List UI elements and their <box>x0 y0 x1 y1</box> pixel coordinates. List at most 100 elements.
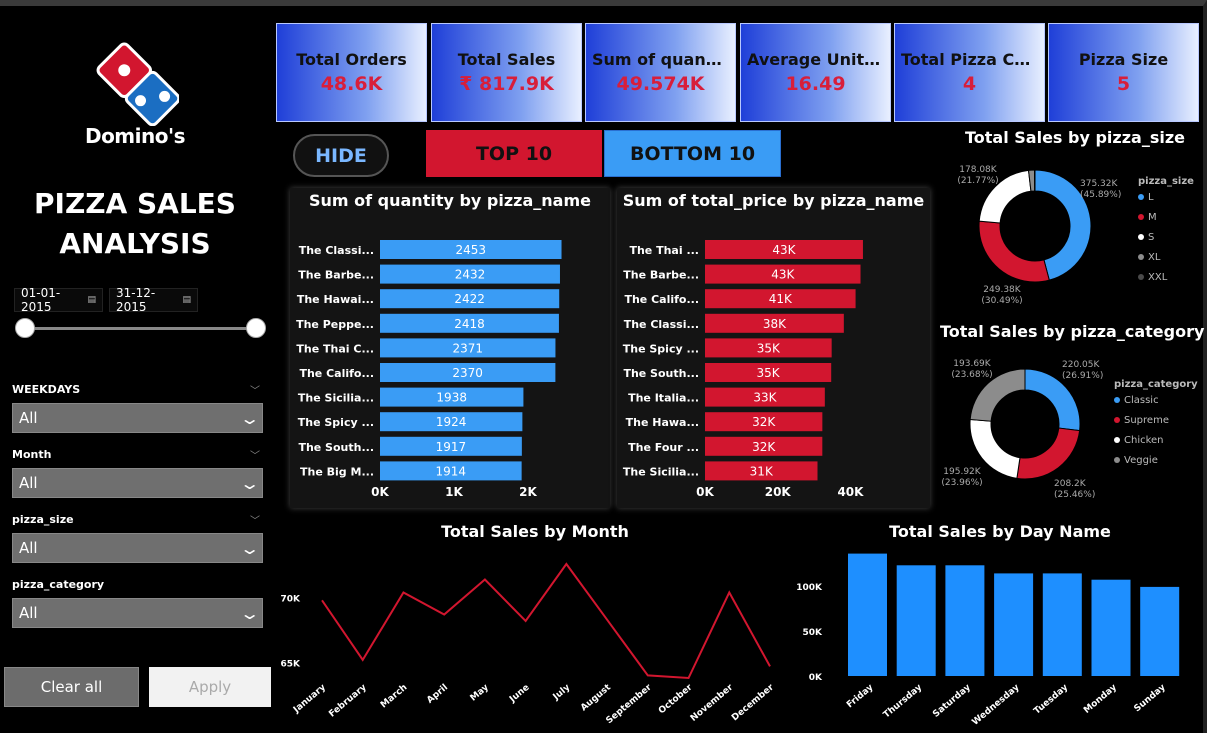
x-tick-label: January <box>291 683 328 716</box>
legend-label: Classic <box>1124 394 1159 406</box>
price-bar-chart: The Thai ... 43K The Barbe... 43K The Califo… <box>623 240 864 499</box>
legend-dot-icon <box>1138 274 1144 280</box>
x-tick-label: December <box>730 682 776 723</box>
quantity-bar-chart: The Classi... 2453 The Barbe... 2432 The Haw… <box>296 240 562 499</box>
bar-data-label: 2432 <box>455 268 486 282</box>
x-tick-label: August <box>579 682 613 713</box>
filter-weekdays-value: All <box>19 409 38 427</box>
filter-pizza-size-label: pizza_size <box>12 513 74 526</box>
legend-dot-icon <box>1114 397 1120 403</box>
kpi-label: Average Unit Price <box>747 50 890 69</box>
filter-month-dropdown[interactable]: All ⌄ <box>12 468 263 498</box>
bar-category-label: The Thai ... <box>629 244 699 257</box>
legend-item[interactable]: XL <box>1138 247 1204 267</box>
legend-item[interactable]: Classic <box>1114 390 1204 410</box>
legend-label: Veggie <box>1124 454 1158 466</box>
donut-data-label: (21.77%) <box>957 176 998 186</box>
legend-dot-icon <box>1138 194 1144 200</box>
bar <box>1042 573 1082 676</box>
bar-category-label: The Califo... <box>624 293 699 306</box>
legend-item[interactable]: M <box>1138 207 1204 227</box>
x-tick-label: 20K <box>765 485 792 499</box>
x-tick-label: 2K <box>519 485 537 499</box>
calendar-icon[interactable]: ▤ <box>87 295 96 305</box>
bottom-10-button[interactable]: BOTTOM 10 <box>604 130 781 177</box>
bar <box>380 363 556 382</box>
kpi-card-total-sales: Total Sales ₹ 817.9K <box>431 23 582 122</box>
price-by-pizza-panel: Sum of total_price by pizza_name The Tha… <box>617 188 930 508</box>
bar <box>380 264 560 284</box>
filter-weekdays-dropdown[interactable]: All ⌄ <box>12 403 263 433</box>
hide-button[interactable]: HIDE <box>293 134 389 177</box>
legend-item[interactable]: Supreme <box>1114 410 1204 430</box>
legend-item[interactable]: L <box>1138 187 1204 207</box>
category-donut-title: Total Sales by pizza_category <box>940 322 1205 341</box>
bar-data-label: 41K <box>769 292 793 306</box>
legend-label: M <box>1148 211 1157 223</box>
date-start-input[interactable]: 01-01-2015 ▤ <box>14 286 103 314</box>
date-start-value: 01-01-2015 <box>21 286 61 314</box>
x-tick-label: Sunday <box>1133 683 1168 715</box>
x-tick-label: 0K <box>371 485 389 499</box>
donut-data-label: 220.05K <box>1062 360 1100 370</box>
y-tick-label: 65K <box>281 659 302 669</box>
y-tick-label: 100K <box>796 583 823 593</box>
bar <box>994 573 1034 676</box>
day-bar-chart: 0K 50K 100K Friday Thursday SaturdayWednesday… <box>796 553 1180 728</box>
chevron-down-icon[interactable]: ﹀ <box>250 516 260 527</box>
bar <box>705 289 856 309</box>
legend-item[interactable]: Veggie <box>1114 450 1204 470</box>
kpi-value: ₹ 817.9K <box>459 73 554 95</box>
chevron-down-icon: ⌄ <box>238 408 261 428</box>
bar-data-label: 35K <box>757 366 781 380</box>
dominos-logo-icon <box>96 42 179 126</box>
bar-category-label: The South... <box>298 441 374 454</box>
filter-pizza-category-dropdown[interactable]: All ⌄ <box>12 598 263 628</box>
x-tick-label: 1K <box>445 485 463 499</box>
calendar-icon[interactable]: ▤ <box>182 295 191 305</box>
donut-slice <box>1034 169 1092 281</box>
legend-item[interactable]: S <box>1138 227 1204 247</box>
apply-button[interactable]: Apply <box>149 667 271 707</box>
bar-data-label: 2370 <box>452 366 483 380</box>
bar-data-label: 1938 <box>436 391 467 405</box>
date-slider-track[interactable] <box>25 327 256 330</box>
bar <box>896 565 936 676</box>
legend-title: pizza_category <box>1114 379 1198 390</box>
size-legend: pizza_size L M S XL XXL <box>1138 176 1204 287</box>
date-end-input[interactable]: 31-12-2015 ▤ <box>109 286 198 314</box>
series-line <box>321 562 771 680</box>
top-10-button[interactable]: TOP 10 <box>426 130 602 177</box>
legend-item[interactable]: XXL <box>1138 267 1204 287</box>
title-line-2: ANALYSIS <box>59 227 211 260</box>
bar-data-label: 2422 <box>454 292 485 306</box>
legend-label: XL <box>1148 251 1161 263</box>
kpi-value: 16.49 <box>785 73 846 95</box>
chevron-down-icon[interactable]: ﹀ <box>250 386 260 397</box>
bar-data-label: 43K <box>771 268 795 282</box>
legend-dot-icon <box>1138 254 1144 260</box>
bar-category-label: The Califo... <box>299 367 374 380</box>
bar-data-label: 2418 <box>454 317 485 331</box>
filter-month-value: All <box>19 474 38 492</box>
bar <box>705 264 861 284</box>
bar-category-label: The Italia... <box>628 392 699 405</box>
bar-category-label: The Barbe... <box>298 269 374 282</box>
date-slider-start-handle[interactable] <box>15 318 35 338</box>
x-tick-label: November <box>689 682 736 723</box>
date-slider-end-handle[interactable] <box>246 318 266 338</box>
bar <box>380 387 524 407</box>
chevron-down-icon[interactable]: ﹀ <box>250 451 260 462</box>
kpi-card-pizza-size: Pizza Size 5 <box>1048 23 1199 122</box>
x-tick-label: Saturday <box>931 683 973 720</box>
clear-all-button[interactable]: Clear all <box>4 667 139 707</box>
day-chart-title: Total Sales by Day Name <box>889 522 1111 541</box>
legend-dot-icon <box>1114 437 1120 443</box>
legend-item[interactable]: Chicken <box>1114 430 1204 450</box>
kpi-card-sum-quantity: Sum of quantity 49.574K <box>585 23 736 122</box>
category-legend: pizza_category Classic Supreme Chicken Vegg… <box>1114 379 1204 470</box>
filter-pizza-size-dropdown[interactable]: All ⌄ <box>12 533 263 563</box>
bar <box>380 289 560 309</box>
bar-data-label: 1917 <box>436 440 467 454</box>
legend-dot-icon <box>1114 457 1120 463</box>
